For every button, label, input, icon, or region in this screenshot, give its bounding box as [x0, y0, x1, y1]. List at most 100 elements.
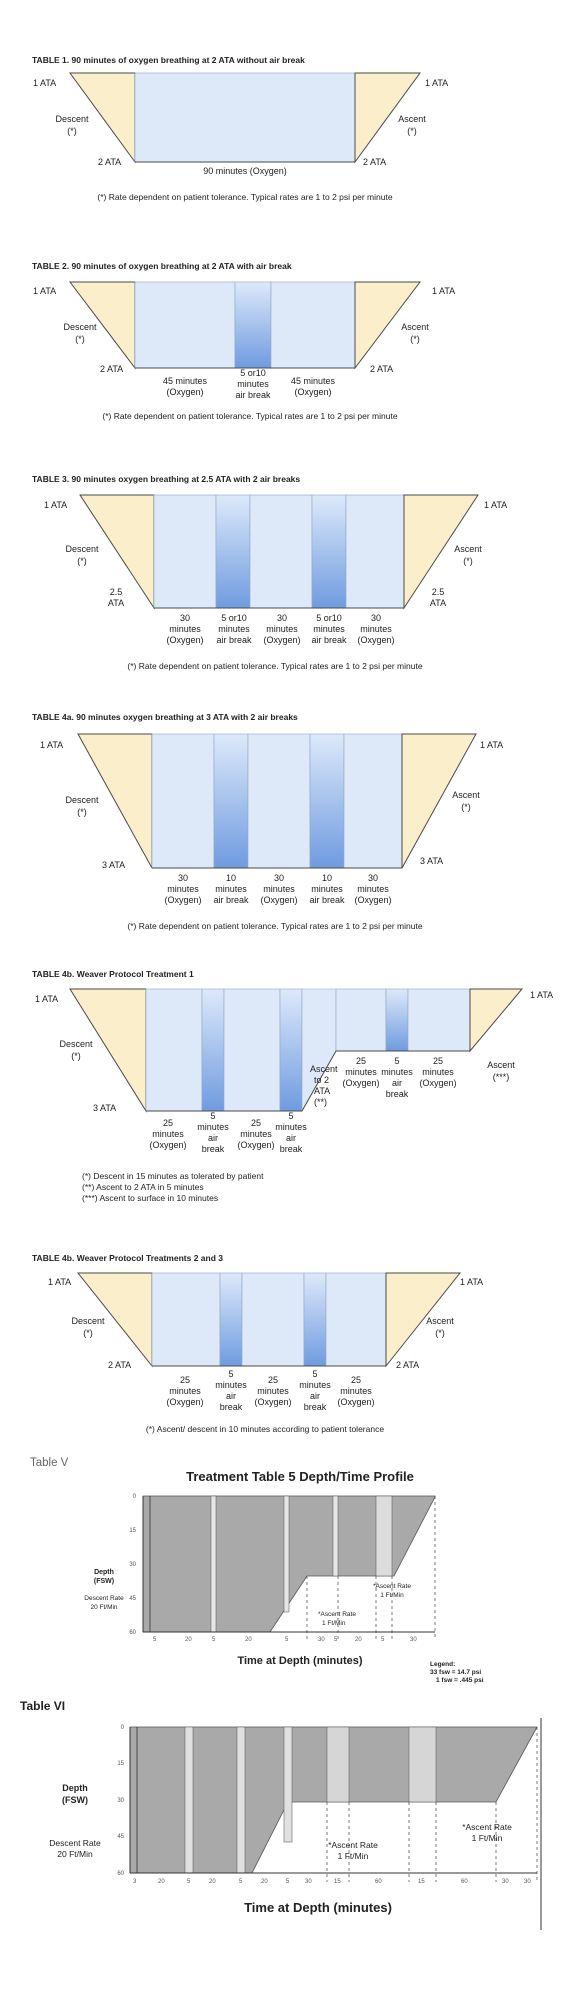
ascent-note: (*) [461, 802, 471, 812]
segment-label: minutes [275, 1122, 307, 1132]
segment-label: 25 [251, 1118, 261, 1128]
segment-label: 30 [180, 613, 190, 623]
x-tick-label: 5 [153, 1637, 157, 1643]
oxygen-segment [343, 733, 403, 869]
segment-label: 25 [351, 1375, 361, 1385]
ascent-rate-label: *Ascent Rate [318, 1611, 356, 1618]
oxygen-segment [345, 494, 405, 609]
table-4b-23-title: TABLE 4b. Weaver Protocol Treatments 2 a… [32, 1253, 223, 1263]
y-ticks: 0 15 30 45 60 [117, 1725, 124, 1877]
descent-note: (*) [83, 1328, 93, 1338]
segment-label: break [202, 1144, 225, 1154]
x-tick-label: 15 [418, 1879, 425, 1885]
segment-label: break [386, 1089, 409, 1099]
segment-label: (**) [314, 1097, 327, 1107]
y-tick-label: 45 [129, 1596, 136, 1602]
air-break-segment [219, 1272, 243, 1367]
descent-rate-label: Descent Rate [84, 1595, 124, 1602]
segment-label: minutes [240, 1129, 272, 1139]
segment-label: minutes [311, 884, 343, 894]
oxygen-segment [151, 733, 215, 869]
segment-label: 25 [433, 1056, 443, 1066]
segment-label: minutes [422, 1067, 454, 1077]
segment-label: 10 [226, 873, 236, 883]
bottom-left-label: ATA [108, 598, 124, 608]
oxygen-segment [247, 733, 311, 869]
segment-label: air [208, 1133, 218, 1143]
air-break-segment [385, 988, 409, 1052]
ata-right-label: 1 ATA [484, 500, 507, 510]
segment-label: minutes [263, 884, 295, 894]
y-tick-label: 60 [129, 1630, 136, 1636]
oxygen-segment [407, 988, 471, 1052]
segment-label: (Oxygen) [166, 635, 203, 645]
air-break-bar [236, 1726, 246, 1874]
segment-label: 5 [210, 1111, 215, 1121]
oxygen-segment [241, 1272, 305, 1367]
y-tick-label: 30 [129, 1562, 136, 1568]
segment-label: minutes [218, 624, 250, 634]
table-4b-23-note: (*) Ascent/ descent in 10 minutes accord… [146, 1424, 384, 1434]
segment-label: break [280, 1144, 303, 1154]
air-break-bar [375, 1495, 393, 1577]
legend-item: 33 fsw = 14.7 psi [430, 1669, 481, 1676]
oxygen-segment [145, 988, 203, 1112]
bottom-right-label: 2 ATA [396, 1360, 419, 1370]
x-tick-label: 5 [187, 1879, 191, 1885]
air-break-bars [184, 1726, 437, 1874]
bottom-right-label: 2 ATA [363, 157, 386, 167]
x-tick-label: 5 [285, 1637, 289, 1643]
segment-label: air [392, 1078, 402, 1088]
ascent-label: Ascent [452, 790, 480, 800]
ascent-wedge [354, 72, 421, 164]
table-4b-treatment-1: TABLE 4b. Weaver Protocol Treatment 1 1 … [32, 969, 553, 1203]
table-4a: TABLE 4a. 90 minutes oxygen breathing at… [32, 712, 503, 931]
ascent-wedge [401, 733, 477, 869]
segment-label: (Oxygen) [294, 387, 331, 397]
segment-label: minutes [313, 624, 345, 634]
segment-label: 90 minutes (Oxygen) [203, 166, 287, 176]
x-tick-label: 20 [185, 1637, 192, 1643]
segment-labels-low: 25 minutes (Oxygen) 5 minutes air break … [149, 1111, 307, 1154]
x-ticks: 5 20 5 20 5 30 5 20 5 30 [153, 1637, 417, 1643]
air-break-segment [309, 733, 345, 869]
segment-label: air break [309, 895, 345, 905]
ata-right-label: 1 ATA [460, 1277, 483, 1287]
oxygen-segment [134, 72, 356, 163]
ata-left-label: 1 ATA [33, 286, 56, 296]
descent-rate-label: Descent Rate [49, 1838, 101, 1848]
segment-label: 5 or10 [240, 368, 266, 378]
ata-right-label: 1 ATA [530, 990, 553, 1000]
y-tick-label: 15 [117, 1761, 124, 1767]
table-v-label: Table V [30, 1457, 69, 1469]
air-break-segment [303, 1272, 327, 1367]
segment-label: minutes [257, 1386, 289, 1396]
y-tick-label: 30 [117, 1798, 124, 1804]
segment-label: minutes [152, 1129, 184, 1139]
air-break-bar [184, 1726, 194, 1874]
y-tick-label: 0 [121, 1725, 125, 1731]
ascent-wedge [354, 281, 422, 370]
air-break-segment [213, 733, 249, 869]
y-ticks: 0 15 30 45 60 [129, 1494, 136, 1636]
y-axis-label: Depth [62, 1783, 88, 1793]
x-tick-label: 20 [355, 1637, 362, 1643]
y-tick-label: 45 [117, 1834, 124, 1840]
ascent-label: Ascent [426, 1316, 454, 1326]
dashed-guides [306, 1496, 436, 1640]
bottom-left-label: 2 ATA [108, 1360, 131, 1370]
x-tick-label: 5 [381, 1637, 385, 1643]
air-break-segment [279, 988, 303, 1112]
table-2-title: TABLE 2. 90 minutes of oxygen breathing … [32, 261, 292, 271]
table-4b-1-title: TABLE 4b. Weaver Protocol Treatment 1 [32, 969, 194, 979]
y-axis-label: (FSW) [94, 1578, 114, 1585]
ata-right-label: 1 ATA [432, 286, 455, 296]
air-break-bar [326, 1726, 350, 1803]
segment-label: (Oxygen) [337, 1397, 374, 1407]
segment-label: 30 [274, 873, 284, 883]
x-tick-label: 5 [212, 1637, 216, 1643]
ascent-note: (*) [410, 334, 420, 344]
segment-label: 5 or10 [221, 613, 247, 623]
segment-labels: 30 minutes (Oxygen) 10 minutes air break… [164, 873, 391, 905]
segment-label: break [304, 1402, 327, 1412]
